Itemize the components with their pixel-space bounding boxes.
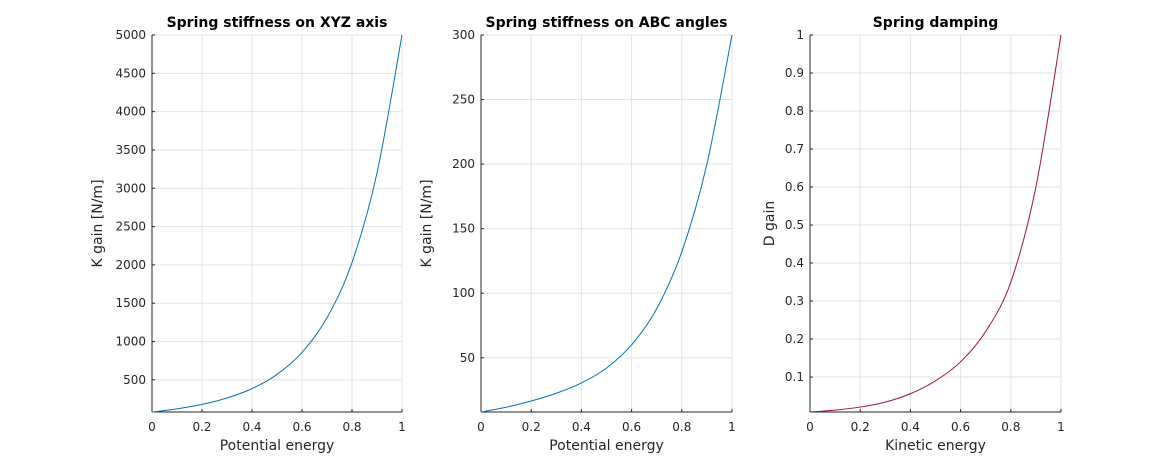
x-tick-label: 0.2 — [192, 420, 211, 434]
y-tick-label: 200 — [452, 157, 475, 171]
y-tick-label: 1000 — [115, 335, 146, 349]
grid — [151, 34, 403, 412]
subplot-damping: Spring damping Kinetic energy D gain 0 0.… — [762, 15, 1065, 454]
x-tick-label: 0.4 — [572, 420, 591, 434]
x-axis-label: Kinetic energy — [885, 438, 986, 454]
y-tick-label: 3000 — [115, 181, 146, 195]
y-tick-label: 2500 — [115, 220, 146, 234]
y-tick-label: 0.2 — [785, 332, 804, 346]
x-tick-label: 0.6 — [951, 420, 970, 434]
y-tick-label: 4000 — [115, 105, 146, 119]
series-line — [809, 34, 1062, 413]
x-tick-label: 1 — [398, 420, 406, 434]
x-tick-label: 0.6 — [292, 420, 311, 434]
y-tick-label: 100 — [452, 286, 475, 300]
x-tick-label: 1 — [728, 420, 736, 434]
grid — [480, 34, 733, 412]
y-tick-label: 1 — [796, 28, 804, 42]
x-tick-label: 1 — [1057, 420, 1065, 434]
y-axis-label: D gain — [762, 201, 778, 246]
y-tick-label: 150 — [452, 222, 475, 236]
series-line — [151, 34, 403, 413]
y-axis-label: K gain [N/m] — [90, 179, 106, 267]
x-axis-label: Potential energy — [549, 438, 664, 454]
y-tick-label: 1500 — [115, 296, 146, 310]
x-tick-label: 0.2 — [522, 420, 541, 434]
y-tick-label: 0.9 — [785, 66, 804, 80]
grid — [809, 34, 1062, 412]
x-tick-label: 0.4 — [242, 420, 261, 434]
x-tick-label: 0 — [806, 420, 814, 434]
chart-title: Spring stiffness on ABC angles — [485, 15, 727, 31]
x-tick-label: 0.2 — [851, 420, 870, 434]
y-tick-label: 300 — [452, 28, 475, 42]
y-tick-label: 250 — [452, 93, 475, 107]
x-tick-label: 0.6 — [622, 420, 641, 434]
y-tick-label: 0.7 — [785, 142, 804, 156]
subplot-abc-stiffness: Spring stiffness on ABC angles Potential… — [419, 15, 736, 454]
y-tick-label: 4500 — [115, 66, 146, 80]
y-tick-label: 0.3 — [785, 294, 804, 308]
y-tick-label: 5000 — [115, 28, 146, 42]
x-tick-label: 0 — [477, 420, 485, 434]
y-tick-label: 3500 — [115, 143, 146, 157]
x-tick-label: 0.8 — [342, 420, 361, 434]
x-tick-label: 0.4 — [901, 420, 920, 434]
y-tick-label: 500 — [123, 373, 146, 387]
chart-title: Spring stiffness on XYZ axis — [167, 15, 388, 31]
x-axis-label: Potential energy — [220, 438, 335, 454]
y-tick-label: 50 — [460, 351, 475, 365]
x-tick-label: 0.8 — [1001, 420, 1020, 434]
x-tick-label: 0.8 — [672, 420, 691, 434]
y-tick-label: 0.1 — [785, 370, 804, 384]
y-tick-label: 0.5 — [785, 218, 804, 232]
y-tick-label: 2000 — [115, 258, 146, 272]
y-tick-label: 0.4 — [785, 256, 804, 270]
y-tick-label: 0.6 — [785, 180, 804, 194]
y-axis-label: K gain [N/m] — [419, 179, 435, 267]
subplot-xyz-stiffness: Spring stiffness on XYZ axis Potential e… — [90, 15, 406, 454]
series-line — [480, 34, 733, 413]
y-tick-label: 0.8 — [785, 104, 804, 118]
chart-title: Spring damping — [873, 15, 999, 31]
x-tick-label: 0 — [148, 420, 156, 434]
